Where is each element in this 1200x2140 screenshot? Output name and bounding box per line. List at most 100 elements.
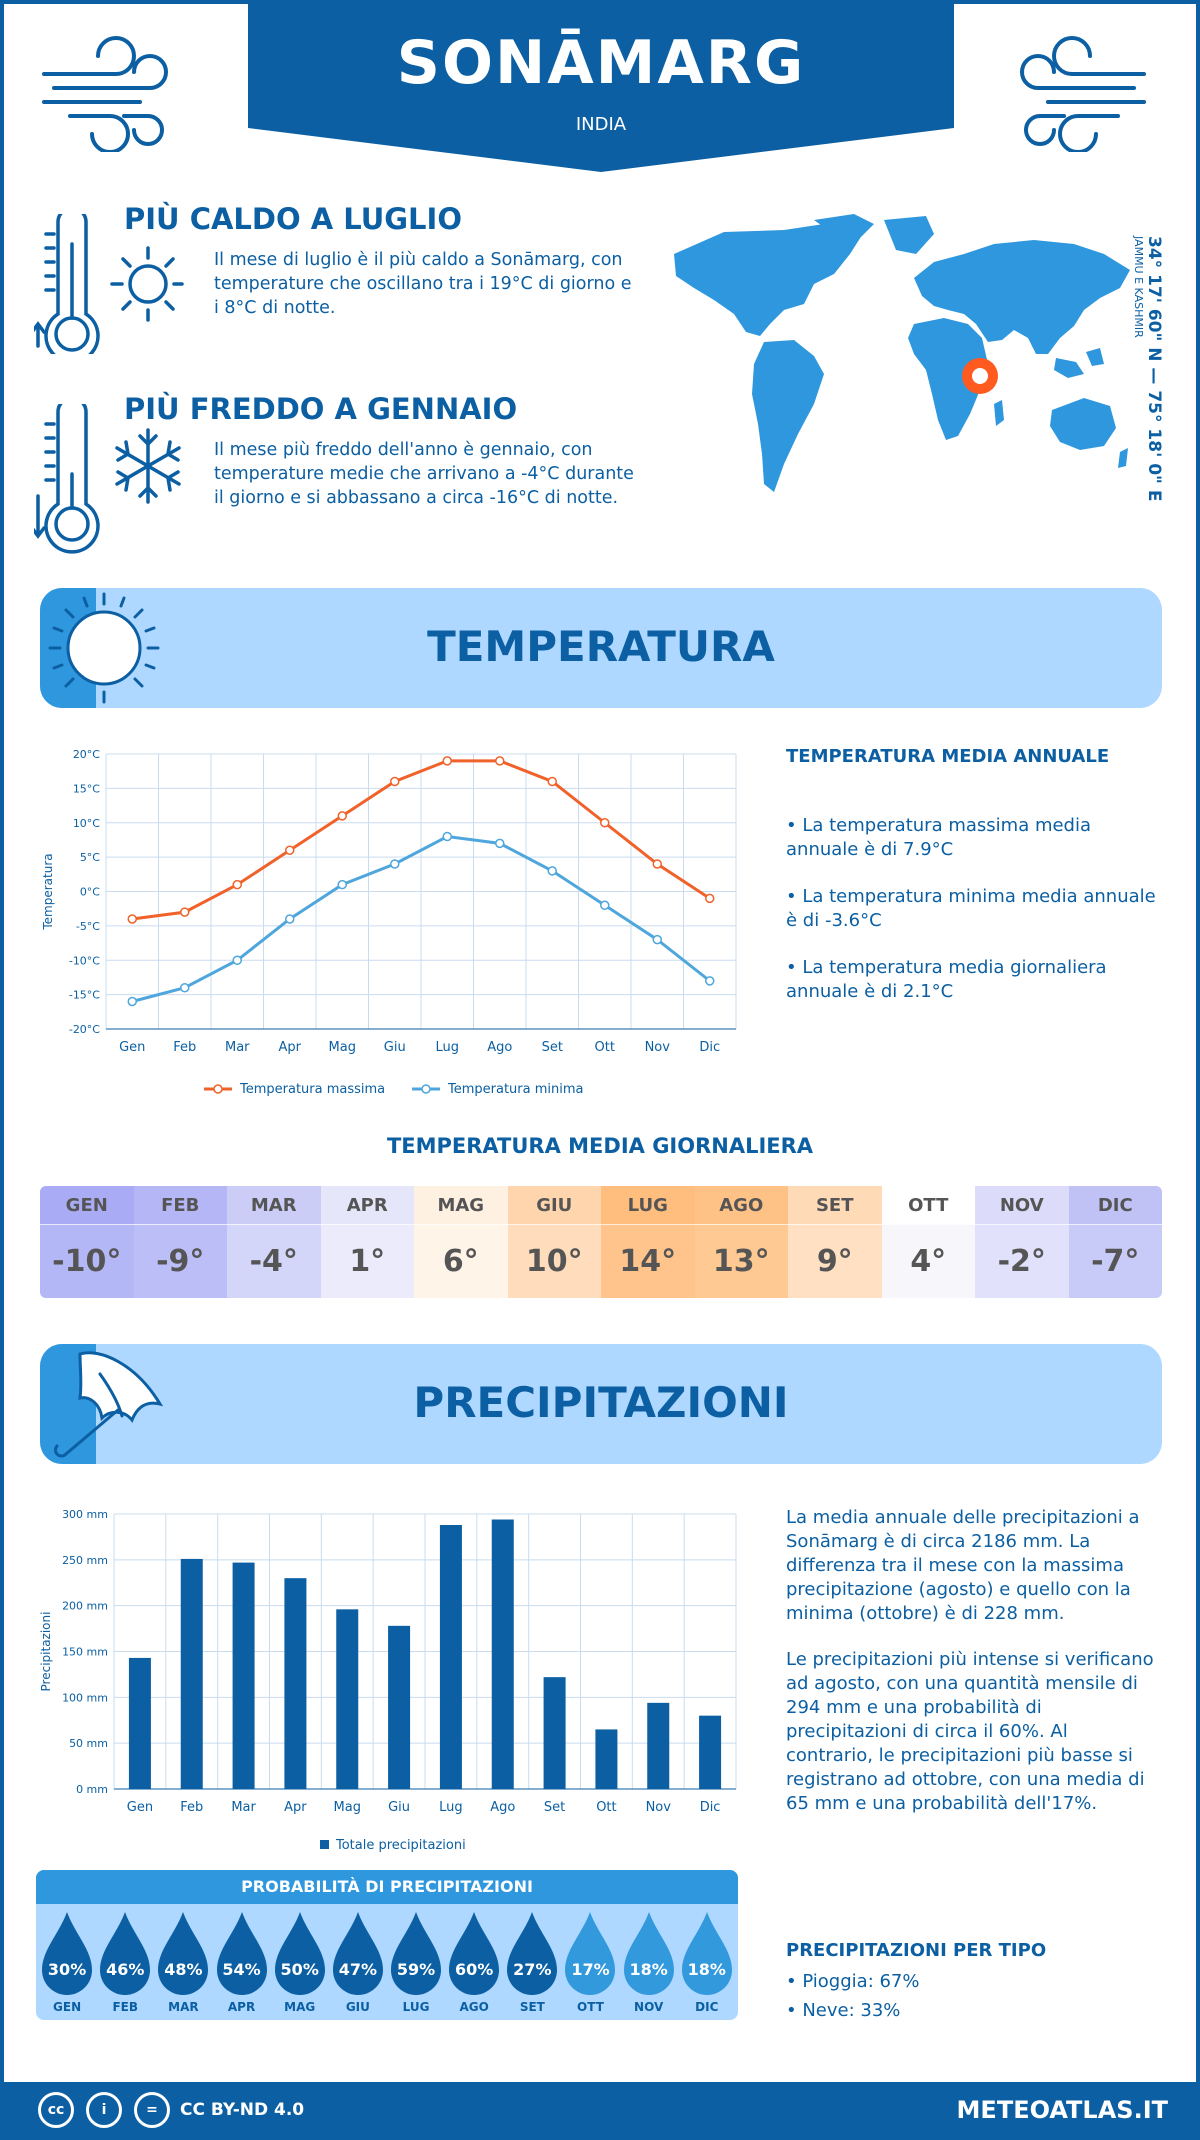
- probability-month: OTT: [577, 2000, 604, 2014]
- data-point: [127, 914, 137, 924]
- hottest-title: PIÙ CALDO A LUGLIO: [124, 202, 462, 236]
- x-tick-label: Ott: [596, 1800, 616, 1815]
- probability-month: DIC: [695, 2000, 719, 2014]
- precip-bar: [543, 1677, 566, 1789]
- daily-cell: GEN -10°: [40, 1186, 134, 1298]
- daily-temp-value: 13°: [694, 1224, 788, 1298]
- probability-drop: 50% MAG: [272, 1912, 328, 2016]
- precip-bar: [180, 1558, 203, 1789]
- y-tick-label: 20°C: [73, 748, 100, 761]
- probability-value: 54%: [222, 1960, 261, 1979]
- probability-month: APR: [227, 2000, 256, 2014]
- x-tick-label: Dic: [700, 1800, 721, 1815]
- probability-month: GEN: [53, 2000, 82, 2014]
- site-link[interactable]: METEOATLAS.IT: [956, 2096, 1168, 2124]
- daily-temp-value: -7°: [1068, 1224, 1162, 1298]
- daily-cell: LUG 14°: [601, 1186, 695, 1298]
- city-name: SONĀMARG: [396, 28, 806, 98]
- probability-value: 59%: [396, 1960, 436, 1979]
- x-tick-label: Giu: [384, 1040, 406, 1055]
- precip-type-snow: • Neve: 33%: [786, 2000, 901, 2021]
- x-tick-label: Giu: [388, 1800, 410, 1815]
- daily-temp-value: 10°: [507, 1224, 601, 1298]
- y-axis-label: Precipitazioni: [39, 1612, 53, 1692]
- probability-drop: 46% FEB: [97, 1912, 153, 2016]
- annual-temp-title: TEMPERATURA MEDIA ANNUALE: [786, 746, 1110, 767]
- daily-temp-title: TEMPERATURA MEDIA GIORNALIERA: [386, 1134, 814, 1158]
- x-tick-label: Mar: [231, 1800, 256, 1815]
- daily-month-label: NOV: [975, 1186, 1069, 1224]
- daily-month-label: DIC: [1068, 1186, 1162, 1224]
- annual-temp-min: • La temperatura minima media annuale è …: [786, 886, 1156, 931]
- daily-month-label: MAR: [227, 1186, 321, 1224]
- x-tick-label: Dic: [699, 1040, 720, 1055]
- daily-temp-value: 6°: [414, 1224, 508, 1298]
- probability-value: 50%: [280, 1960, 319, 1979]
- x-tick-label: Mag: [329, 1040, 356, 1055]
- hottest-text: Il mese di luglio è il più caldo a Sonām…: [214, 250, 632, 318]
- header-banner: SONĀMARG INDIA: [248, 4, 954, 172]
- data-point: [600, 900, 610, 910]
- data-point: [495, 838, 505, 849]
- daily-temp-value: 1°: [320, 1224, 414, 1298]
- x-tick-label: Lug: [435, 1040, 459, 1055]
- data-point: [390, 859, 400, 869]
- x-tick-label: Ago: [487, 1040, 512, 1055]
- y-tick-label: 0°C: [80, 886, 100, 899]
- x-tick-label: Feb: [173, 1040, 196, 1055]
- daily-month-label: GEN: [40, 1186, 134, 1224]
- daily-temp-value: 4°: [881, 1224, 975, 1298]
- probability-value: 27%: [513, 1960, 552, 1979]
- legend-label: Temperatura minima: [447, 1082, 584, 1097]
- x-tick-label: Ott: [595, 1040, 615, 1055]
- y-tick-label: 150 mm: [62, 1646, 108, 1659]
- y-tick-label: 15°C: [73, 782, 100, 795]
- raindrop-icon: [274, 1912, 325, 1995]
- probability-drop: 30% GEN: [39, 1912, 95, 2016]
- daily-month-label: AGO: [694, 1186, 788, 1224]
- sun-icon: [48, 592, 160, 704]
- infographic-page: SONĀMARG INDIA PIÙ CALDO A LUGLIO I: [4, 4, 1196, 2082]
- probability-drop: 18% NOV: [621, 1912, 677, 2016]
- x-tick-label: Gen: [127, 1800, 153, 1815]
- data-point: [285, 845, 295, 855]
- y-tick-label: 50 mm: [69, 1737, 108, 1750]
- raindrop-icon: [100, 1912, 151, 1995]
- data-point: [127, 996, 137, 1007]
- data-point: [600, 818, 610, 828]
- y-tick-label: -15°C: [69, 989, 100, 1002]
- y-tick-label: 100 mm: [62, 1691, 108, 1704]
- probability-month: AGO: [459, 2000, 489, 2014]
- probability-month: MAR: [168, 2000, 199, 2014]
- cc-icon: cc: [38, 2092, 74, 2128]
- raindrop-icon: [507, 1912, 558, 1995]
- y-tick-label: 0 mm: [76, 1783, 108, 1796]
- footer: cc i = CC BY-ND 4.0 METEOATLAS.IT: [0, 2082, 1200, 2140]
- probability-value: 48%: [164, 1960, 203, 1979]
- data-point: [547, 776, 557, 787]
- probability-drop: 48% MAR: [155, 1912, 211, 2016]
- data-point: [705, 976, 715, 986]
- precip-paragraph-2: Le precipitazioni più intense si verific…: [786, 1649, 1154, 1814]
- data-point: [180, 983, 190, 993]
- precip-bar: [284, 1578, 307, 1789]
- probability-value: 30%: [47, 1960, 87, 1979]
- raindrop-icon: [391, 1912, 442, 1995]
- raindrop-icon: [449, 1912, 500, 1995]
- daily-temp-value: -2°: [975, 1224, 1069, 1298]
- daily-temp-table: GEN -10° FEB -9° MAR -4° APR 1° MAG 6° GIU 10° LUG 14…: [40, 1186, 1162, 1298]
- thermometer-sun-icon: [34, 214, 184, 354]
- x-tick-label: Nov: [646, 1800, 672, 1815]
- data-point: [180, 907, 190, 917]
- daily-temp-value: 9°: [788, 1224, 882, 1298]
- daily-month-label: FEB: [133, 1186, 227, 1224]
- license-label: CC BY-ND 4.0: [180, 2100, 305, 2120]
- world-map: [674, 214, 1130, 492]
- x-tick-label: Nov: [645, 1040, 671, 1055]
- daily-cell: AGO 13°: [694, 1186, 788, 1298]
- daily-cell: MAR -4°: [227, 1186, 321, 1298]
- daily-month-label: APR: [320, 1186, 414, 1224]
- legend-label: Temperatura massima: [239, 1082, 385, 1097]
- attribution-icon: i: [86, 2092, 122, 2128]
- probability-drop: 60% AGO: [446, 1912, 502, 2016]
